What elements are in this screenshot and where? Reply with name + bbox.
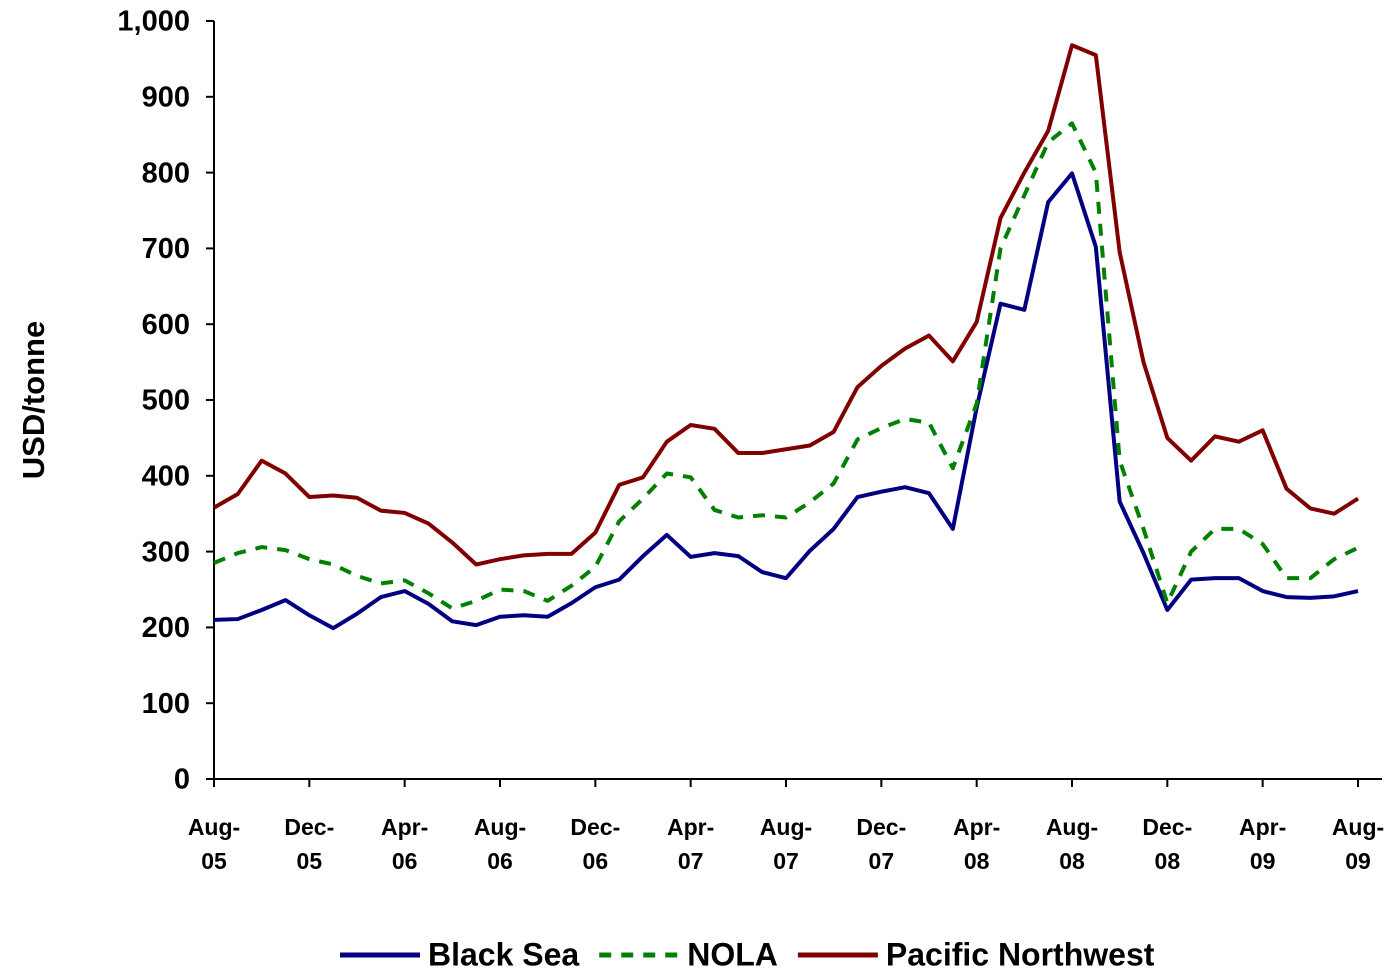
- x-tick-label: Dec-07: [856, 814, 907, 874]
- y-tick-label: 500: [142, 385, 190, 417]
- x-tick-label: Apr-06: [381, 814, 429, 874]
- x-tick-label: Dec-06: [570, 814, 621, 874]
- x-tick-label: Apr-09: [1239, 814, 1287, 874]
- y-axis-label: USD/tonne: [16, 321, 51, 479]
- y-tick-label: 1,000: [117, 6, 190, 38]
- y-tick-label: 700: [142, 233, 190, 265]
- y-tick-label: 600: [142, 309, 190, 341]
- x-tick-label: Aug-05: [187, 814, 241, 874]
- x-tick-label: Aug-09: [1331, 814, 1385, 874]
- y-tick-label: 400: [142, 460, 190, 492]
- x-tick-label: Apr-07: [667, 814, 715, 874]
- y-tick-label: 200: [142, 612, 190, 644]
- y-tick-label: 900: [142, 81, 190, 113]
- series-line: [213, 121, 1359, 611]
- x-tick-label: Dec-05: [284, 814, 335, 874]
- legend-label: Pacific Northwest: [886, 936, 1155, 972]
- legend-label: Black Sea: [428, 936, 579, 972]
- x-tick-label: Apr-08: [953, 814, 1001, 874]
- y-tick-label: 300: [142, 536, 190, 568]
- series-line: [213, 43, 1360, 567]
- y-tick-label: 0: [174, 764, 190, 796]
- x-tick-label: Aug-07: [759, 814, 813, 874]
- x-tick-label: Dec-08: [1142, 814, 1193, 874]
- series-line: [213, 171, 1359, 631]
- x-tick-label: Aug-06: [473, 814, 527, 874]
- x-tick-label: Aug-08: [1045, 814, 1099, 874]
- legend-label: NOLA: [687, 936, 778, 972]
- y-tick-label: 800: [142, 157, 190, 189]
- y-tick-label: 100: [142, 688, 190, 720]
